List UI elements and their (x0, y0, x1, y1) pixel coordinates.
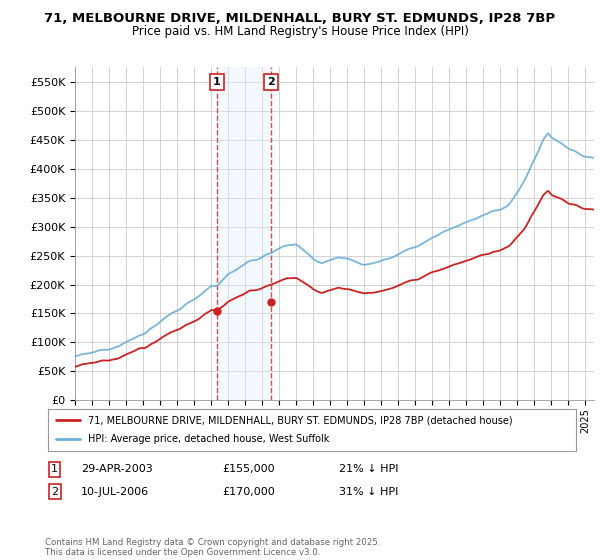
Text: 21% ↓ HPI: 21% ↓ HPI (339, 464, 398, 474)
Text: Contains HM Land Registry data © Crown copyright and database right 2025.
This d: Contains HM Land Registry data © Crown c… (45, 538, 380, 557)
Text: 1: 1 (213, 77, 221, 87)
Bar (217, 67, 271, 400)
Text: 1: 1 (51, 464, 58, 474)
Text: 2: 2 (268, 77, 275, 87)
Text: 31% ↓ HPI: 31% ↓ HPI (339, 487, 398, 497)
Text: £170,000: £170,000 (222, 487, 275, 497)
Text: 29-APR-2003: 29-APR-2003 (81, 464, 153, 474)
Text: £155,000: £155,000 (222, 464, 275, 474)
Text: 2: 2 (51, 487, 58, 497)
Text: 71, MELBOURNE DRIVE, MILDENHALL, BURY ST. EDMUNDS, IP28 7BP (detached house): 71, MELBOURNE DRIVE, MILDENHALL, BURY ST… (88, 415, 512, 425)
Text: HPI: Average price, detached house, West Suffolk: HPI: Average price, detached house, West… (88, 435, 329, 445)
Text: 10-JUL-2006: 10-JUL-2006 (81, 487, 149, 497)
Text: Price paid vs. HM Land Registry's House Price Index (HPI): Price paid vs. HM Land Registry's House … (131, 25, 469, 38)
Text: 71, MELBOURNE DRIVE, MILDENHALL, BURY ST. EDMUNDS, IP28 7BP: 71, MELBOURNE DRIVE, MILDENHALL, BURY ST… (44, 12, 556, 25)
